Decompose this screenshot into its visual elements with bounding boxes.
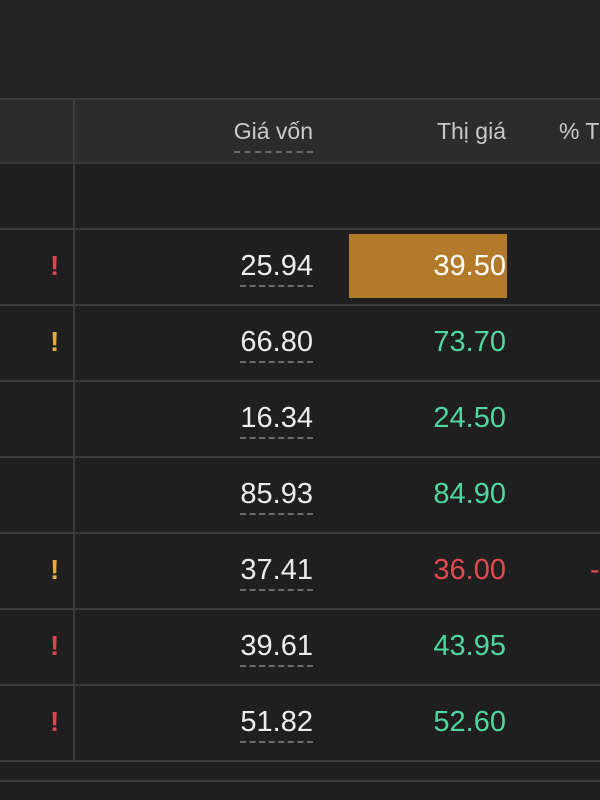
cost-value: 66.80 [240,325,313,363]
cost-value: 51.82 [240,705,313,743]
cost-value: 85.93 [240,477,313,515]
symbol-cell[interactable]: ! [0,686,75,760]
table-row[interactable]: 85.93 84.90 [0,458,600,534]
column-header-cost[interactable]: Giá vốn [233,118,313,153]
table-row[interactable]: 16.34 24.50 [0,382,600,458]
cost-value: 16.34 [240,401,313,439]
cost-value: 37.41 [240,553,313,591]
table-row[interactable]: ! 25.94 39.50 [0,230,600,306]
table-header: Giá vốn Thị giá % T [0,98,600,164]
symbol-cell[interactable]: ! [0,610,75,684]
holdings-table: Giá vốn Thị giá % T ! 25.94 39.50 ! 66.8… [0,98,600,782]
market-price-value: 39.50 [349,234,507,298]
market-price-value: 52.60 [433,706,506,738]
warning-icon[interactable]: ! [50,554,60,585]
symbol-cell[interactable]: ! [0,230,75,304]
warning-icon[interactable]: ! [50,250,60,281]
header-symbol-cell [0,100,75,162]
warning-icon[interactable]: ! [50,706,60,737]
table-row[interactable]: ! 37.41 36.00 - [0,534,600,610]
cost-value: 25.94 [240,249,313,287]
cost-value: 39.61 [240,629,313,667]
warning-icon[interactable]: ! [50,326,60,357]
market-price-value: 84.90 [433,478,506,510]
column-header-percent[interactable]: % T [559,118,600,144]
symbol-cell[interactable] [0,458,75,532]
symbol-cell[interactable]: ! [0,534,75,608]
table-footer [0,762,600,782]
market-price-value: 24.50 [433,402,506,434]
table-row[interactable]: ! 66.80 73.70 [0,306,600,382]
column-header-market-price[interactable]: Thị giá [436,118,506,144]
table-empty-row [0,164,600,230]
table-row[interactable]: ! 51.82 52.60 [0,686,600,762]
symbol-cell[interactable] [0,382,75,456]
warning-icon[interactable]: ! [50,630,60,661]
percent-change-value: - [590,554,600,586]
table-row[interactable]: ! 39.61 43.95 [0,610,600,686]
market-price-value: 73.70 [433,326,506,358]
empty-row-symbol-cell [0,164,75,228]
top-area [0,0,600,98]
market-price-value: 36.00 [433,554,506,586]
symbol-cell[interactable]: ! [0,306,75,380]
market-price-value: 43.95 [433,630,506,662]
